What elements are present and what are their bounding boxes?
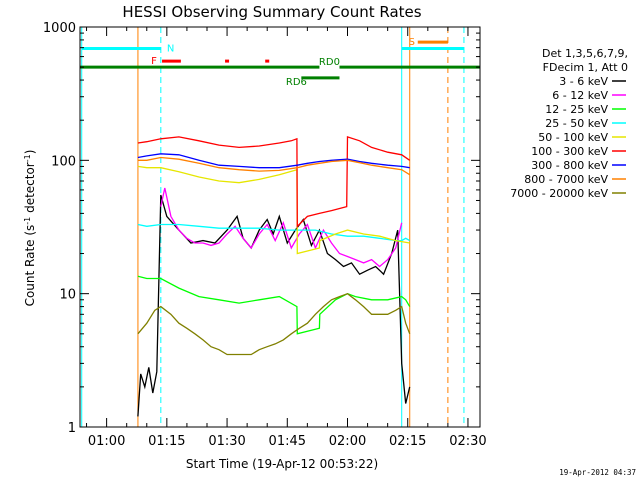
y-label-sup-2: -1 (23, 154, 32, 162)
flag-label: F (151, 56, 157, 67)
series-line (137, 292, 411, 356)
legend-entry-label: 3 - 6 keV (559, 75, 608, 88)
flag-label: RD6 (286, 77, 307, 88)
y-label-part-1: Count Rate (s (23, 225, 37, 307)
x-tick-label: 01:15 (148, 434, 185, 449)
x-tick-label: 02:00 (329, 434, 366, 449)
series-line (137, 194, 411, 417)
x-tick-label: 02:30 (449, 434, 486, 449)
legend-header: FDecim 1, Att 0 (543, 61, 628, 74)
y-label-sup-1: -1 (23, 217, 32, 225)
series-line (137, 165, 410, 255)
flag-label: S (409, 37, 415, 48)
legend-entry-label: 50 - 100 keV (538, 131, 608, 144)
series-line (137, 275, 411, 335)
legend-entry-label: 12 - 25 keV (545, 103, 608, 116)
plot-frame (79, 26, 481, 428)
series-line (137, 136, 411, 228)
axes: 01:00 01:15 01:30 01:45 02:00 02:15 02:30 1 10 10… (43, 21, 487, 449)
y-label-part-3: ) (23, 150, 37, 155)
y-tick-label: 100 (51, 154, 76, 169)
legend-entry-label: 100 - 300 keV (531, 145, 608, 158)
flag-label: RD0 (319, 57, 340, 68)
y-label-part-2: detector (23, 162, 37, 217)
legend-entry-label: 300 - 800 keV (531, 159, 608, 172)
x-axis-label: Start Time (19-Apr-12 00:53:22) (186, 457, 378, 471)
flag-label: N (167, 43, 174, 54)
y-tick-label: 10 (59, 288, 76, 303)
x-tick-label: 01:30 (208, 434, 245, 449)
legend-entry-label: 25 - 50 keV (545, 117, 608, 130)
legend: Det 1,3,5,6,7,9,FDecim 1, Att 03 - 6 keV… (510, 47, 628, 200)
chart-title: HESSI Observing Summary Count Rates (122, 3, 421, 21)
x-tick-label: 01:00 (88, 434, 125, 449)
series-line (137, 156, 411, 176)
x-tick-label: 02:15 (389, 434, 426, 449)
y-axis-label: Count Rate (s-1 detector-1) (23, 150, 38, 307)
x-tick-label: 01:45 (269, 434, 306, 449)
plot-area (81, 27, 465, 427)
y-tick-label: 1000 (43, 21, 76, 36)
legend-entry-label: 800 - 7000 keV (524, 173, 608, 186)
timestamp-label: 19-Apr-2012 04:37 (559, 468, 636, 477)
series-line (160, 187, 403, 268)
legend-header: Det 1,3,5,6,7,9, (542, 47, 628, 60)
legend-entry-label: 7000 - 20000 keV (510, 187, 608, 200)
series-line (137, 153, 410, 169)
flag-bars: NF S RD0 RD6 (80, 37, 480, 88)
legend-entry-label: 6 - 12 keV (552, 89, 608, 102)
y-tick-label: 1 (68, 421, 76, 436)
